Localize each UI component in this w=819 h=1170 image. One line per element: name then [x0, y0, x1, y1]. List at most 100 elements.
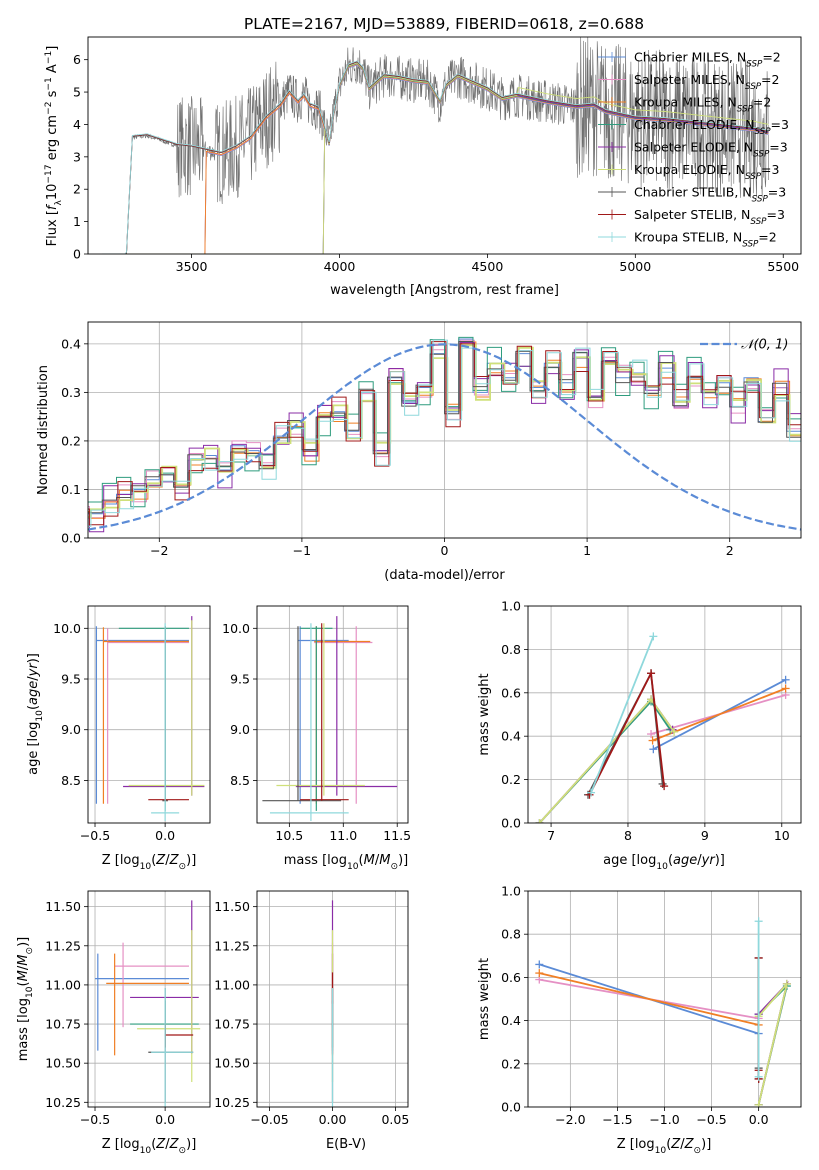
y-tick-label: 9.5	[61, 672, 81, 687]
figure-title: PLATE=2167, MJD=53889, FIBERID=0618, z=0…	[244, 15, 644, 33]
y-tick-label: 10.75	[45, 1017, 81, 1032]
y-tick-label: 11.00	[45, 977, 81, 992]
plot-area	[88, 606, 210, 823]
y-tick-label: 11.50	[214, 899, 250, 914]
data-spectrum	[102, 37, 769, 254]
x-tick-label: 3500	[176, 259, 208, 274]
y-tick-label: 1.0	[501, 884, 521, 899]
chart-mass-vs-ebv: −0.05 0.00 0.05 10.25 10.50 10.75 11.00 11.25 11…	[214, 890, 409, 1152]
y-tick-label: 0.6	[501, 685, 521, 700]
legend-label-kroupa_stelib: Kroupa STELIB, NSSP=2	[634, 230, 777, 250]
hist-kroupa_elodie	[88, 344, 801, 518]
y-tick-label: 0.2	[61, 433, 81, 448]
y-tick-label: 2	[73, 182, 81, 197]
x-axis-label: age [log10(age/yr)]	[603, 853, 725, 872]
x-tick-label: 9	[701, 828, 709, 843]
legend-label-chabrier_miles: Chabrier MILES, NSSP=2	[634, 50, 781, 70]
legend-label-kroupa_elodie: Kroupa ELODIE, NSSP=3	[634, 162, 779, 182]
x-tick-label: 1	[583, 543, 591, 558]
weight-line-kroupa_elodie	[757, 983, 788, 1106]
y-axis-label: mass [log10(M/M⊙)]	[16, 937, 35, 1061]
x-tick-label: 2	[726, 543, 734, 558]
y-tick-label: 10.75	[214, 1017, 250, 1032]
x-axis-label: Z [log10(Z/Z⊙)]	[617, 1137, 712, 1156]
y-tick-label: 10.0	[222, 621, 250, 636]
chart-age-vs-Z: −0.5 0.0 8.5 9.0 9.5 10.0 Z [log10(Z/Z⊙)] age […	[26, 605, 211, 872]
legend-label-salpeter_miles: Salpeter MILES, NSSP=2	[634, 72, 779, 92]
plot-area	[528, 891, 801, 1107]
legend-label-kroupa_miles: Kroupa MILES, NSSP=2	[634, 95, 771, 115]
y-tick-label: 10.25	[45, 1095, 81, 1110]
axes-frame	[87, 890, 211, 1108]
x-tick-label: −2	[150, 543, 168, 558]
y-axis-label: Normed distribution	[36, 365, 51, 495]
y-tick-label: 0	[73, 247, 81, 262]
x-tick-label: −1	[293, 543, 311, 558]
plot-area	[88, 891, 210, 1107]
y-tick-label: 0.4	[61, 336, 81, 351]
x-tick-label: −0.5	[80, 1112, 110, 1127]
y-tick-label: 9.5	[230, 672, 250, 687]
y-tick-label: 9.0	[230, 722, 250, 737]
hist-kroupa_stelib	[88, 339, 801, 527]
axes-frame	[256, 605, 409, 824]
legend-label-salpeter_elodie: Salpeter ELODIE, NSSP=3	[634, 140, 788, 160]
axes-frame	[527, 890, 802, 1108]
y-tick-label: 0.0	[61, 531, 81, 546]
weight-line-kroupa_stelib	[590, 636, 655, 793]
normal-curve	[88, 343, 801, 531]
hist-salpeter_stelib	[88, 341, 801, 526]
y-tick-label: 4	[73, 117, 81, 132]
axes-frame	[256, 890, 409, 1108]
y-tick-label: 10.0	[53, 621, 81, 636]
hist-chabrier_stelib	[88, 341, 801, 518]
y-axis-label: Flux [fλ10−17 erg cm−2 s−1 A−1]	[44, 46, 64, 247]
y-tick-label: 8.5	[61, 773, 81, 788]
x-axis-label: Z [log10(Z/Z⊙)]	[102, 853, 197, 872]
x-tick-label: 10.5	[275, 828, 303, 843]
y-tick-label: 5	[73, 85, 81, 100]
y-tick-label: 11.00	[214, 977, 250, 992]
y-tick-label: 0.0	[501, 1100, 521, 1115]
legend-label-chabrier_stelib: Chabrier STELIB, NSSP=3	[634, 185, 786, 205]
hist-salpeter_elodie	[88, 342, 801, 533]
y-tick-label: 8.5	[230, 773, 250, 788]
y-tick-label: 0.1	[61, 482, 81, 497]
x-tick-label: −1.0	[649, 1112, 679, 1127]
x-tick-label: 10	[774, 828, 790, 843]
plot-area	[528, 606, 801, 823]
x-tick-label: 0	[441, 543, 449, 558]
x-tick-label: −0.05	[250, 1112, 288, 1127]
y-tick-label: 11.25	[214, 938, 250, 953]
x-tick-label: 11.5	[383, 828, 411, 843]
axes-frame	[87, 605, 211, 824]
chart-mass-vs-Z: −0.5 0.0 10.25 10.50 10.75 11.00 11.25 11.50 Z […	[16, 890, 211, 1156]
x-tick-label: 11.0	[329, 828, 357, 843]
axes-frame	[527, 605, 802, 824]
x-axis-label: E(B-V)	[326, 1137, 366, 1152]
y-tick-label: 0.2	[501, 1056, 521, 1071]
y-tick-label: 0.8	[501, 927, 521, 942]
x-tick-label: 0.0	[749, 1112, 769, 1127]
chart-residuals: −2 −1 0 1 2 0.0 0.1 0.2 0.3 0.4 𝒩(0, 1) (data-model…	[36, 321, 802, 583]
charts: 3500 4000 4500 5000 5500 0 1 2 3 4 5 6 wavelength [A…	[16, 36, 802, 1156]
y-tick-label: 0.4	[501, 729, 521, 744]
y-tick-label: 0.4	[501, 1013, 521, 1028]
x-tick-label: −2.0	[555, 1112, 585, 1127]
plot-area	[102, 37, 769, 254]
chart-weight-vs-age: 7 8 9 10 0.0 0.2 0.4 0.6 0.8 1.0 mass weight age [l…	[477, 599, 802, 872]
y-tick-label: 9.0	[61, 722, 81, 737]
chart-spectrum: 3500 4000 4500 5000 5500 0 1 2 3 4 5 6 wavelength [A…	[44, 36, 802, 298]
y-tick-label: 3	[73, 149, 81, 164]
x-tick-label: 8	[624, 828, 632, 843]
x-axis-label: Z [log10(Z/Z⊙)]	[102, 1137, 197, 1156]
y-tick-label: 0.2	[501, 772, 521, 787]
y-tick-label: 10.50	[214, 1056, 250, 1071]
legend-label-normal: 𝒩(0, 1)	[741, 338, 788, 353]
x-axis-label: wavelength [Angstrom, rest frame]	[330, 283, 559, 298]
x-tick-label: 4500	[471, 259, 503, 274]
legend-label-chabrier_elodie: Chabrier ELODIE, NSSP=3	[634, 117, 789, 137]
y-tick-label: 10.25	[214, 1095, 250, 1110]
x-tick-label: 0.0	[155, 828, 175, 843]
x-tick-label: 5500	[767, 259, 799, 274]
